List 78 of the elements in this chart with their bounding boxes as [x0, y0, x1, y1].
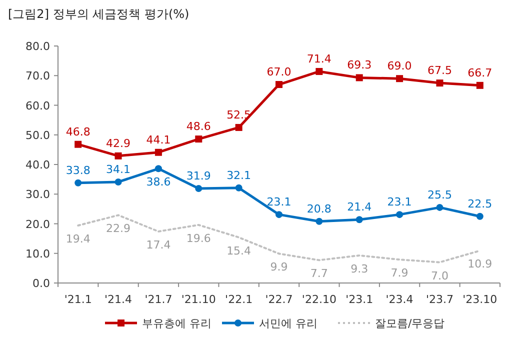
text: 0.0	[32, 277, 50, 290]
point	[476, 212, 484, 220]
label: 22.9	[106, 222, 131, 236]
label: 32.1	[226, 168, 252, 182]
text: 70.0	[26, 70, 50, 83]
point	[114, 178, 122, 186]
label: 23.1	[266, 196, 292, 209]
point	[195, 184, 202, 192]
point	[74, 140, 82, 148]
text: 60.0	[26, 99, 50, 112]
point	[396, 211, 404, 218]
label: 21.4	[347, 200, 372, 214]
x-tick-label: '21.7	[144, 293, 172, 306]
x-tick-label: '23.10	[462, 293, 498, 306]
label: 48.6	[186, 120, 211, 134]
label: 69.0	[387, 60, 412, 73]
x-tick-label: '22.7	[265, 293, 293, 306]
label: 69.3	[347, 58, 372, 72]
legend-label: 부유층에 유리	[142, 317, 212, 330]
text: 30.0	[26, 188, 50, 202]
label: 31.9	[186, 170, 211, 182]
label: 7.9	[390, 266, 408, 280]
point	[235, 124, 242, 131]
label: 7.7	[310, 267, 328, 280]
point	[316, 218, 323, 225]
text: 80.0	[26, 40, 50, 53]
title: [그림2] 정부의 세금정책 평가(%)	[8, 7, 190, 21]
point	[235, 184, 242, 192]
legend-label: 잘모름/무응답	[375, 317, 445, 330]
point	[276, 211, 282, 218]
x-tick-label: '21.1	[64, 293, 92, 306]
x-tick-label: '21.4	[104, 293, 132, 306]
point	[154, 148, 162, 156]
label: 71.4	[306, 52, 332, 66]
x-tick-label: '22.1	[225, 293, 253, 306]
point	[436, 204, 444, 211]
label: 20.8	[306, 202, 332, 216]
text: 50.0	[26, 128, 50, 142]
point	[195, 136, 202, 143]
label: 9.3	[350, 262, 368, 276]
label: 67.5	[427, 64, 452, 78]
label: 7.0	[430, 269, 448, 282]
legend-label: 서민에 유리	[259, 317, 318, 330]
label: 66.7	[468, 66, 492, 80]
label: 19.4	[66, 232, 90, 246]
label: 42.9	[106, 136, 131, 150]
label: 44.1	[146, 133, 171, 146]
label: 33.8	[66, 164, 90, 177]
label: 9.9	[270, 260, 288, 274]
point	[276, 81, 282, 88]
label: 17.4	[146, 238, 171, 252]
label: 22.5	[468, 197, 492, 210]
x-tick-label: '21.10	[181, 293, 216, 306]
point	[476, 82, 484, 89]
label: 34.1	[106, 162, 131, 176]
text: 40.0	[26, 158, 50, 172]
point	[436, 80, 444, 87]
point	[396, 75, 404, 82]
x-tick-label: '23.4	[386, 293, 414, 306]
label: 25.5	[427, 188, 452, 202]
label: 10.9	[468, 258, 492, 271]
point	[316, 68, 323, 75]
label: 67.0	[266, 66, 292, 78]
text: 10.0	[26, 247, 50, 260]
label: 19.6	[186, 232, 211, 245]
label: 23.1	[387, 196, 412, 209]
label: 38.6	[146, 176, 171, 189]
label: 46.8	[66, 125, 90, 138]
x-tick-label: '23.7	[426, 293, 454, 306]
point	[356, 74, 363, 82]
point	[74, 179, 82, 186]
point	[356, 216, 363, 224]
point	[154, 165, 162, 172]
x-tick-label: '23.1	[346, 293, 374, 306]
point	[114, 152, 122, 160]
label: 15.4	[226, 244, 252, 258]
text: 20.0	[26, 218, 50, 231]
x-tick-label: '22.10	[302, 293, 336, 306]
